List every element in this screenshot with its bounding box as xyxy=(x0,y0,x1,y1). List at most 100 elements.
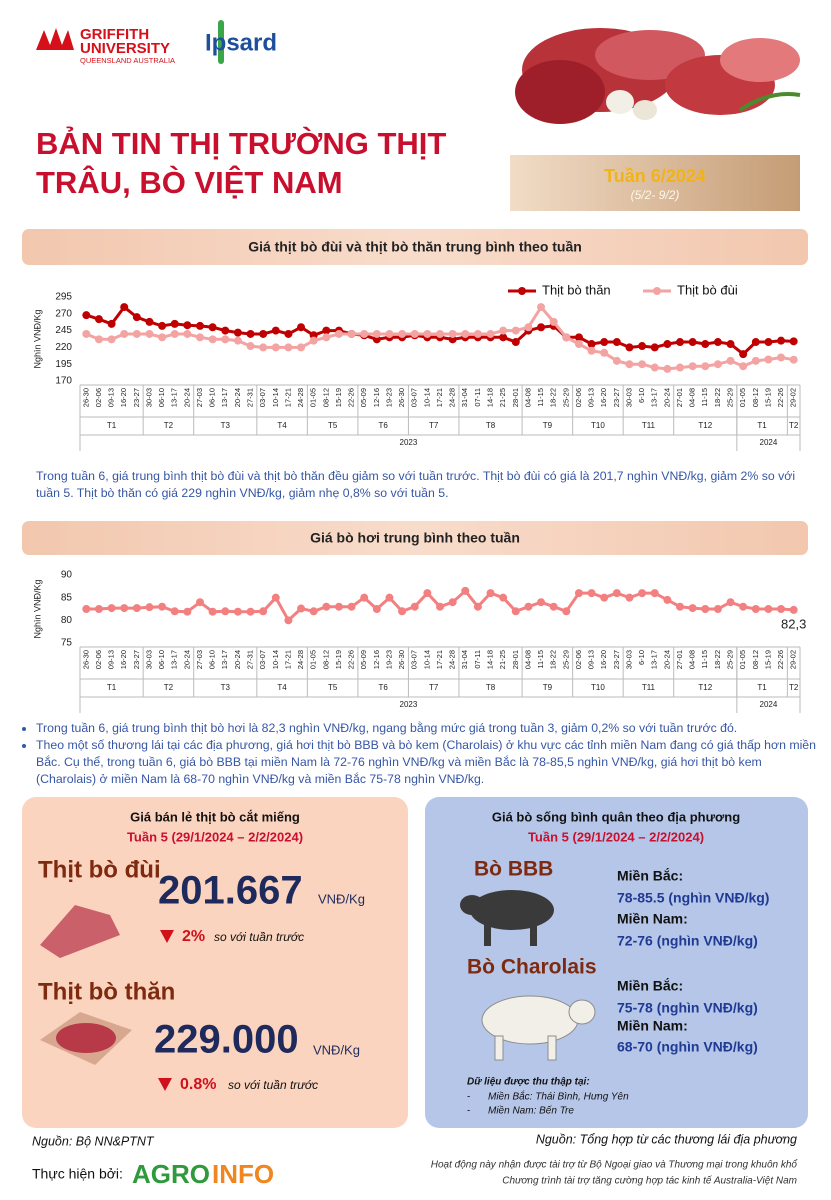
month-label: T2 xyxy=(789,421,799,430)
down-arrow xyxy=(160,930,174,943)
point xyxy=(650,343,659,352)
x-tick-label: 28-01 xyxy=(511,388,520,407)
point xyxy=(625,343,634,352)
month-label: T3 xyxy=(221,421,231,430)
point xyxy=(170,319,179,328)
x-tick-label: 18-22 xyxy=(549,650,558,669)
point xyxy=(650,589,659,598)
x-tick-label: 20-24 xyxy=(182,388,191,407)
section-band xyxy=(22,229,808,265)
x-tick-label: 03-07 xyxy=(410,388,419,407)
point xyxy=(410,329,419,338)
x-tick-label: 17-21 xyxy=(283,388,292,407)
y-tick-label: 245 xyxy=(55,325,72,336)
point xyxy=(499,333,508,342)
item-unit: VNĐ/Kg xyxy=(318,891,365,906)
point xyxy=(612,356,621,365)
month-label: T3 xyxy=(221,683,231,692)
x-tick-label: 12-16 xyxy=(372,650,381,669)
point xyxy=(499,326,508,335)
breed-name: Bò BBB xyxy=(474,858,553,881)
region-price: 68-70 (nghìn VNĐ/kg) xyxy=(617,1039,758,1055)
x-tick-label: 11-15 xyxy=(536,650,545,669)
point xyxy=(726,598,735,607)
x-tick-label: 06-10 xyxy=(157,388,166,407)
point xyxy=(297,604,306,613)
section-band xyxy=(22,521,808,555)
x-tick-label: 17-21 xyxy=(283,650,292,669)
point xyxy=(600,338,609,347)
month-label: T12 xyxy=(698,421,712,430)
point xyxy=(574,333,583,342)
logo-text: UNIVERSITY xyxy=(80,40,170,57)
point xyxy=(372,329,381,338)
x-tick-label: 13-17 xyxy=(220,650,229,669)
point xyxy=(385,329,394,338)
region-price: 72-76 (nghìn VNĐ/kg) xyxy=(617,933,758,949)
point xyxy=(196,333,204,342)
x-tick-label: 04-08 xyxy=(688,650,697,669)
x-tick-label: 20-24 xyxy=(662,388,671,407)
point xyxy=(789,337,798,346)
point xyxy=(777,353,786,362)
point xyxy=(713,360,722,369)
x-tick-label: 27-31 xyxy=(246,650,255,669)
point xyxy=(448,329,457,338)
down-arrow xyxy=(158,1078,172,1091)
point xyxy=(360,329,369,338)
point xyxy=(410,602,419,611)
point xyxy=(713,338,722,347)
footer-note: Chương trình tài trợ tăng cường hợp tác … xyxy=(502,1175,797,1187)
point xyxy=(625,360,634,369)
retail-panel xyxy=(22,797,408,1128)
logo-subtext: QUEENSLAND AUSTRALIA xyxy=(80,56,175,65)
point xyxy=(486,589,495,598)
point xyxy=(208,323,217,332)
x-tick-label: 26-30 xyxy=(81,650,90,669)
y-tick-label: 75 xyxy=(61,638,73,649)
point xyxy=(789,605,798,614)
point xyxy=(246,607,255,616)
point xyxy=(638,342,647,351)
point xyxy=(612,338,621,347)
x-tick-label: 24-28 xyxy=(448,388,457,407)
x-tick-label: 14-18 xyxy=(486,388,495,407)
point xyxy=(713,605,722,613)
point xyxy=(751,605,760,613)
month-label: T6 xyxy=(378,683,388,692)
x-tick-label: 23-27 xyxy=(132,650,141,669)
x-tick-label: 04-08 xyxy=(523,650,532,669)
month-label: T10 xyxy=(591,683,605,692)
point xyxy=(259,607,268,616)
cow-bbb xyxy=(460,890,554,946)
x-tick-label: 31-04 xyxy=(460,650,469,669)
x-tick-label: 17-21 xyxy=(435,650,444,669)
panel-title: Giá bò sống bình quân theo địa phương xyxy=(492,809,740,824)
point xyxy=(726,356,735,365)
point xyxy=(549,602,558,611)
region-label: Miền Nam: xyxy=(617,911,688,927)
x-tick-label: 04-08 xyxy=(523,388,532,407)
y-tick-label: 90 xyxy=(61,570,73,581)
paragraph: Trong tuần 6, giá trung bình thịt bò đùi… xyxy=(36,469,796,500)
x-tick-label: 17-21 xyxy=(435,388,444,407)
legend-marker xyxy=(518,287,526,295)
x-tick-label: 31-04 xyxy=(460,388,469,407)
title-line: BẢN TIN THỊ TRƯỜNG THỊT xyxy=(36,125,446,161)
x-tick-label: 27-01 xyxy=(675,650,684,669)
point xyxy=(196,321,204,330)
x-tick-label: 22-26 xyxy=(776,388,785,407)
point xyxy=(183,321,192,330)
x-tick-label: 16-20 xyxy=(119,388,128,407)
point xyxy=(271,593,280,602)
point xyxy=(676,363,684,372)
y-tick-label: 270 xyxy=(55,308,72,319)
item-note: so với tuần trước xyxy=(214,930,304,944)
point xyxy=(322,333,331,342)
x-tick-label: 6-10 xyxy=(637,650,646,665)
point xyxy=(701,362,710,371)
point xyxy=(120,303,129,312)
x-tick-label: 03-07 xyxy=(258,650,267,669)
point xyxy=(132,313,141,322)
